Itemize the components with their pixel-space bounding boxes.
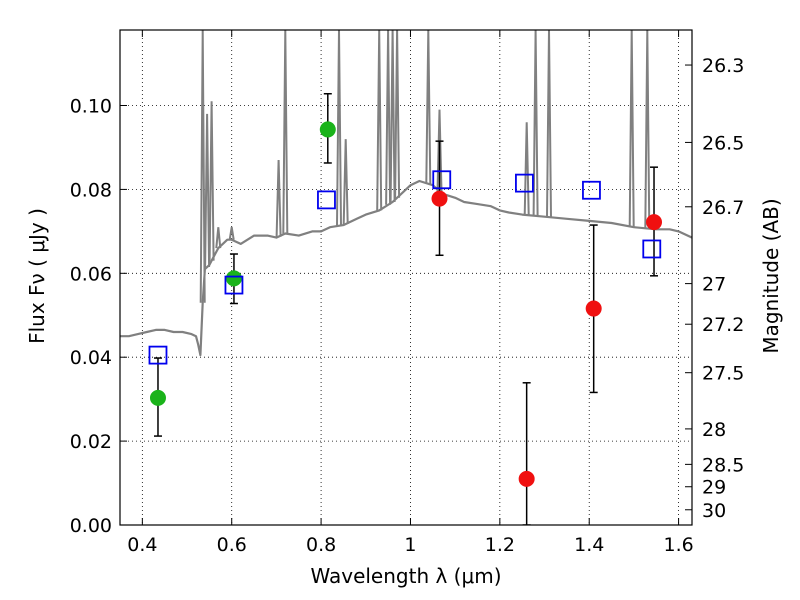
- x-tick-label: 1: [404, 534, 416, 556]
- y-tick-label: 0.04: [70, 347, 112, 369]
- emission-line-spike: [204, 113, 211, 268]
- y2-axis-label: Magnitude (AB): [759, 198, 783, 353]
- emission-line-spike: [215, 227, 222, 249]
- emission-line-spike: [425, 30, 432, 184]
- emission-line-spike: [385, 30, 392, 205]
- data-point: [431, 190, 448, 207]
- emission-line-spike: [436, 109, 443, 192]
- emission-line-spike: [199, 30, 206, 303]
- grid: [120, 30, 692, 526]
- y-axis-label: Flux Fν ( μJy ): [25, 208, 49, 344]
- x-tick-label: 1.6: [663, 534, 693, 556]
- data-point: [646, 214, 663, 231]
- plot-frame: [119, 29, 693, 526]
- model-point-square: [582, 180, 601, 200]
- emission-line-spike: [523, 122, 530, 216]
- data-point: [585, 300, 602, 317]
- data-point: [149, 389, 166, 406]
- y-tick-label: 0.10: [70, 96, 112, 118]
- axes-frame: [119, 29, 693, 526]
- model-point-square: [317, 190, 336, 210]
- emission-line-spike: [394, 30, 401, 198]
- y2-tick-label: 27: [702, 274, 726, 296]
- data-point: [319, 121, 336, 138]
- x-axis-label: Wavelength λ (μm): [310, 564, 501, 588]
- data-point: [225, 270, 242, 287]
- model-point-square: [515, 173, 534, 193]
- y-tick-label: 0.06: [70, 263, 112, 285]
- y-tick-label: 0.00: [70, 515, 112, 537]
- x-tick-label: 1.4: [574, 534, 604, 556]
- model-point-square: [642, 239, 662, 259]
- x-tick-label: 0.6: [217, 534, 247, 556]
- emission-line-spike: [282, 30, 289, 234]
- ticks: 0.4 0.6 0.8 1 1.2 1.4 1.6 0.00 0.02 0.04 0.06 0.08 0…: [70, 30, 744, 556]
- emission-line-spike: [546, 30, 552, 218]
- emission-line-spike: [275, 159, 282, 237]
- model-point-square: [224, 275, 244, 295]
- y-tick-label: 0.02: [70, 431, 112, 453]
- y2-tick-label: 26.3: [702, 55, 744, 77]
- emission-line-spike: [342, 139, 349, 225]
- y2-tick-label: 29: [702, 477, 726, 499]
- emission-line-spike: [532, 30, 539, 216]
- y2-tick-label: 28: [702, 419, 726, 441]
- emission-line-spike: [644, 30, 651, 229]
- emission-line-spike: [628, 30, 635, 227]
- x-tick-label: 0.8: [306, 534, 336, 556]
- emission-line-spike: [228, 227, 235, 240]
- x-tick-label: 0.4: [127, 534, 157, 556]
- plot-area: [120, 30, 692, 525]
- emission-line-spike: [336, 30, 342, 226]
- y2-tick-label: 30: [702, 500, 726, 522]
- emission-line-spike: [389, 30, 396, 203]
- y2-tick-label: 26.7: [702, 197, 744, 219]
- y2-tick-label: 27.2: [702, 314, 744, 336]
- y2-tick-label: 27.5: [702, 363, 744, 385]
- emission-line-spike: [208, 101, 215, 261]
- y2-tick-label: 26.5: [702, 132, 744, 154]
- y2-tick-label: 28.5: [702, 454, 744, 476]
- data-point: [518, 470, 535, 487]
- model-point-square: [432, 170, 452, 190]
- model-point-square: [148, 345, 168, 365]
- x-tick-label: 1.2: [485, 534, 515, 556]
- model-spectrum-line: [120, 179, 692, 357]
- y-tick-label: 0.08: [70, 179, 112, 201]
- emission-line-spike: [376, 30, 383, 211]
